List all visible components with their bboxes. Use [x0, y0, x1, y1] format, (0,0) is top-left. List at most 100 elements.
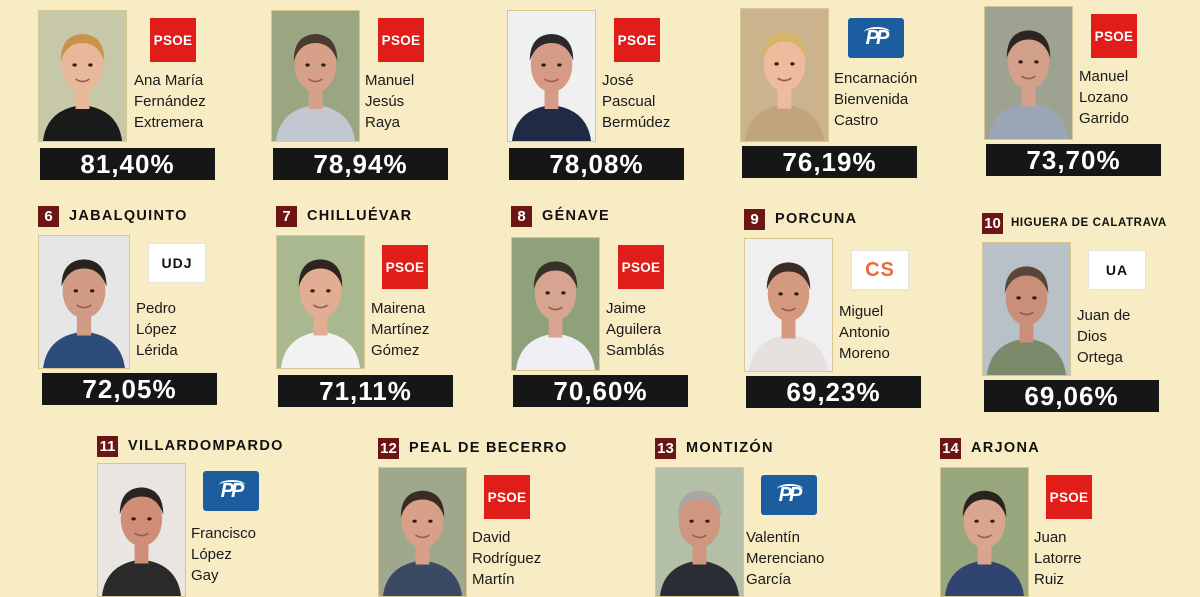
town-name: CHILLUÉVAR [307, 208, 413, 224]
candidate-name: Juan Latorre Ruiz [1034, 527, 1082, 590]
card-header: 8 GÉNAVE [511, 205, 610, 227]
name-line: Encarnación [834, 70, 918, 87]
party-logo: UDJ [148, 243, 206, 283]
rank-badge: 9 [744, 208, 765, 230]
town-name: PORCUNA [775, 211, 858, 227]
party-logo-slot: PSOE [618, 245, 664, 289]
name-line: Lérida [136, 342, 178, 359]
party-logo-slot: PP [761, 475, 817, 515]
vote-percentage: 76,19% [742, 146, 917, 178]
party-logo-slot: UA [1088, 250, 1146, 290]
card-header: 12 PEAL DE BECERRO [378, 437, 568, 459]
party-logo: UA [1088, 250, 1146, 290]
name-line: Castro [834, 112, 879, 129]
candidate-name: Mairena Martínez Gómez [371, 298, 429, 361]
card-header: 10 HIGUERA DE CALATRAVA [982, 212, 1167, 234]
candidate-photo [740, 8, 829, 142]
name-line: Dios [1077, 328, 1108, 345]
candidate-name: José Pascual Bermúdez [602, 70, 670, 133]
name-line: Jesús [365, 93, 405, 110]
name-line: Merenciano [746, 550, 825, 567]
town-name: GÉNAVE [542, 208, 610, 224]
town-name: HIGUERA DE CALATRAVA [1011, 217, 1167, 229]
candidate-photo [655, 467, 744, 597]
name-line: Valentín [746, 529, 800, 546]
party-logo-slot: PSOE [484, 475, 530, 519]
party-logo-slot: UDJ [148, 243, 206, 283]
name-line: Pedro [136, 300, 177, 317]
name-line: David [472, 529, 511, 546]
card-header: 9 PORCUNA [744, 208, 857, 230]
candidate-name: Manuel Jesús Raya [365, 70, 414, 133]
name-line: Mairena [371, 300, 426, 317]
candidate-photo [276, 235, 365, 369]
name-line: Pascual [602, 93, 656, 110]
name-line: Rodríguez [472, 550, 542, 567]
candidate-name: Encarnación Bienvenida Castro [834, 68, 917, 131]
party-logo-slot: PSOE [614, 18, 660, 62]
town-name: VILLARDOMPARDO [128, 438, 284, 454]
name-line: Samblás [606, 342, 665, 359]
card-header: 14 ARJONA [940, 437, 1040, 459]
vote-percentage: 70,60% [513, 375, 688, 407]
psoe-logo: PSOE [1091, 14, 1137, 58]
rank-badge: 12 [378, 437, 399, 459]
vote-percentage: 72,05% [42, 373, 217, 405]
candidate-photo [38, 10, 127, 142]
party-logo-slot: PP [203, 471, 259, 511]
psoe-logo: PSOE [1046, 475, 1092, 519]
vote-percentage: 73,70% [986, 144, 1161, 176]
candidate-name: Miguel Antonio Moreno [839, 301, 890, 364]
card-header: 7 CHILLUÉVAR [276, 205, 412, 227]
party-logo-slot: CS [851, 250, 909, 290]
party-logo-slot: PSOE [1091, 14, 1137, 58]
card-header: 11 VILLARDOMPARDO [97, 435, 284, 457]
name-line: Extremera [134, 114, 204, 131]
rank-badge: 10 [982, 212, 1003, 234]
name-line: Ruiz [1034, 571, 1065, 588]
candidate-photo [744, 238, 833, 372]
rank-badge: 14 [940, 437, 961, 459]
name-line: Antonio [839, 324, 890, 341]
candidate-photo [940, 467, 1029, 597]
town-name: MONTIZÓN [686, 440, 774, 456]
town-name: JABALQUINTO [69, 208, 188, 224]
party-logo-slot: PSOE [382, 245, 428, 289]
name-line: Francisco [191, 525, 257, 542]
name-line: García [746, 571, 792, 588]
candidate-photo [38, 235, 130, 369]
cs-logo: CS [851, 250, 909, 290]
name-line: Jaime [606, 300, 647, 317]
town-name: PEAL DE BECERRO [409, 440, 568, 456]
name-line: José [602, 72, 634, 89]
pp-logo: PP [848, 18, 904, 58]
candidate-name: Valentín Merenciano García [746, 527, 824, 590]
candidate-name: Juan de Dios Ortega [1077, 305, 1130, 368]
name-line: Bienvenida [834, 91, 909, 108]
name-line: Fernández [134, 93, 206, 110]
name-line: Ana María [134, 72, 204, 89]
name-line: López [136, 321, 177, 338]
candidate-name: Pedro López Lérida [136, 298, 178, 361]
candidate-photo [984, 6, 1073, 140]
rank-badge: 7 [276, 205, 297, 227]
name-line: Manuel [365, 72, 415, 89]
candidate-photo [271, 10, 360, 142]
candidate-photo [97, 463, 186, 597]
name-line: Martínez [371, 321, 430, 338]
name-line: Moreno [839, 345, 890, 362]
vote-percentage: 81,40% [40, 148, 215, 180]
name-line: Juan de [1077, 307, 1131, 324]
party-logo-slot: PSOE [1046, 475, 1092, 519]
rank-badge: 11 [97, 435, 118, 457]
candidate-photo [378, 467, 467, 597]
name-line: Latorre [1034, 550, 1082, 567]
candidate-name: Francisco López Gay [191, 523, 256, 586]
name-line: Manuel [1079, 68, 1129, 85]
candidate-photo [511, 237, 600, 371]
vote-percentage: 71,11% [278, 375, 453, 407]
name-line: Garrido [1079, 110, 1130, 127]
psoe-logo: PSOE [484, 475, 530, 519]
candidate-photo [507, 10, 596, 142]
party-logo-slot: PP [848, 18, 904, 58]
